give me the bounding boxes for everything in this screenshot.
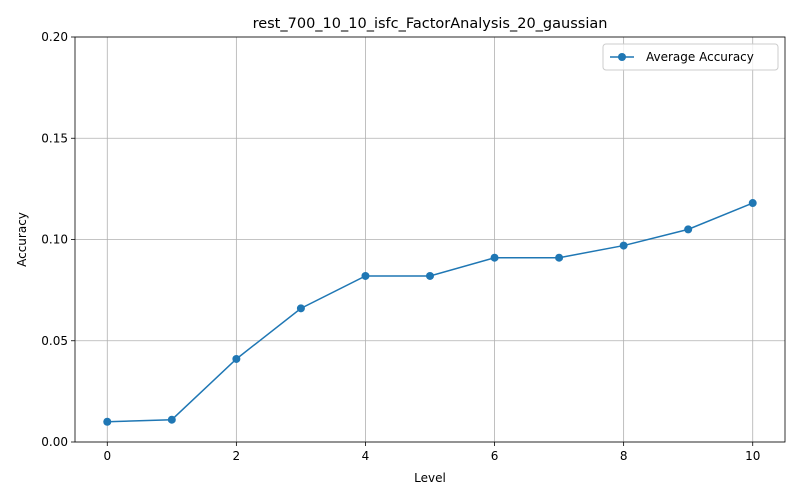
data-point xyxy=(296,304,305,313)
y-tick-label: 0.15 xyxy=(41,131,68,145)
data-point xyxy=(748,199,757,208)
data-point xyxy=(103,417,112,426)
data-point xyxy=(426,271,434,280)
data-point xyxy=(361,271,370,280)
data-point xyxy=(167,415,176,424)
y-tick-label: 0.05 xyxy=(41,334,68,348)
y-tick-label: 0.00 xyxy=(41,435,68,449)
data-point xyxy=(490,253,499,262)
x-tick-label: 4 xyxy=(362,449,370,463)
series-layer xyxy=(103,199,757,426)
x-axis-ticks: 0 2 4 6 8 10 xyxy=(103,442,760,463)
data-point xyxy=(684,225,693,234)
y-axis-label: Accuracy xyxy=(15,212,29,267)
x-tick-label: 10 xyxy=(745,449,760,463)
data-point xyxy=(555,253,564,262)
x-tick-label: 2 xyxy=(233,449,241,463)
y-tick-label: 0.10 xyxy=(41,233,68,247)
legend-marker xyxy=(618,53,626,61)
chart-title: rest_700_10_10_isfc_FactorAnalysis_20_ga… xyxy=(253,16,608,32)
y-axis-ticks: 0.00 0.05 0.10 0.15 0.20 xyxy=(41,30,75,449)
y-tick-label: 0.20 xyxy=(41,30,68,44)
data-point xyxy=(232,354,241,363)
x-tick-label: 0 xyxy=(103,449,111,463)
legend: Average Accuracy xyxy=(602,43,779,71)
data-point xyxy=(619,241,628,250)
legend-label: Average Accuracy xyxy=(646,50,754,64)
x-tick-label: 8 xyxy=(620,449,628,463)
x-tick-label: 6 xyxy=(491,449,499,463)
x-axis-label: Level xyxy=(414,471,446,485)
legend-box xyxy=(602,43,779,71)
